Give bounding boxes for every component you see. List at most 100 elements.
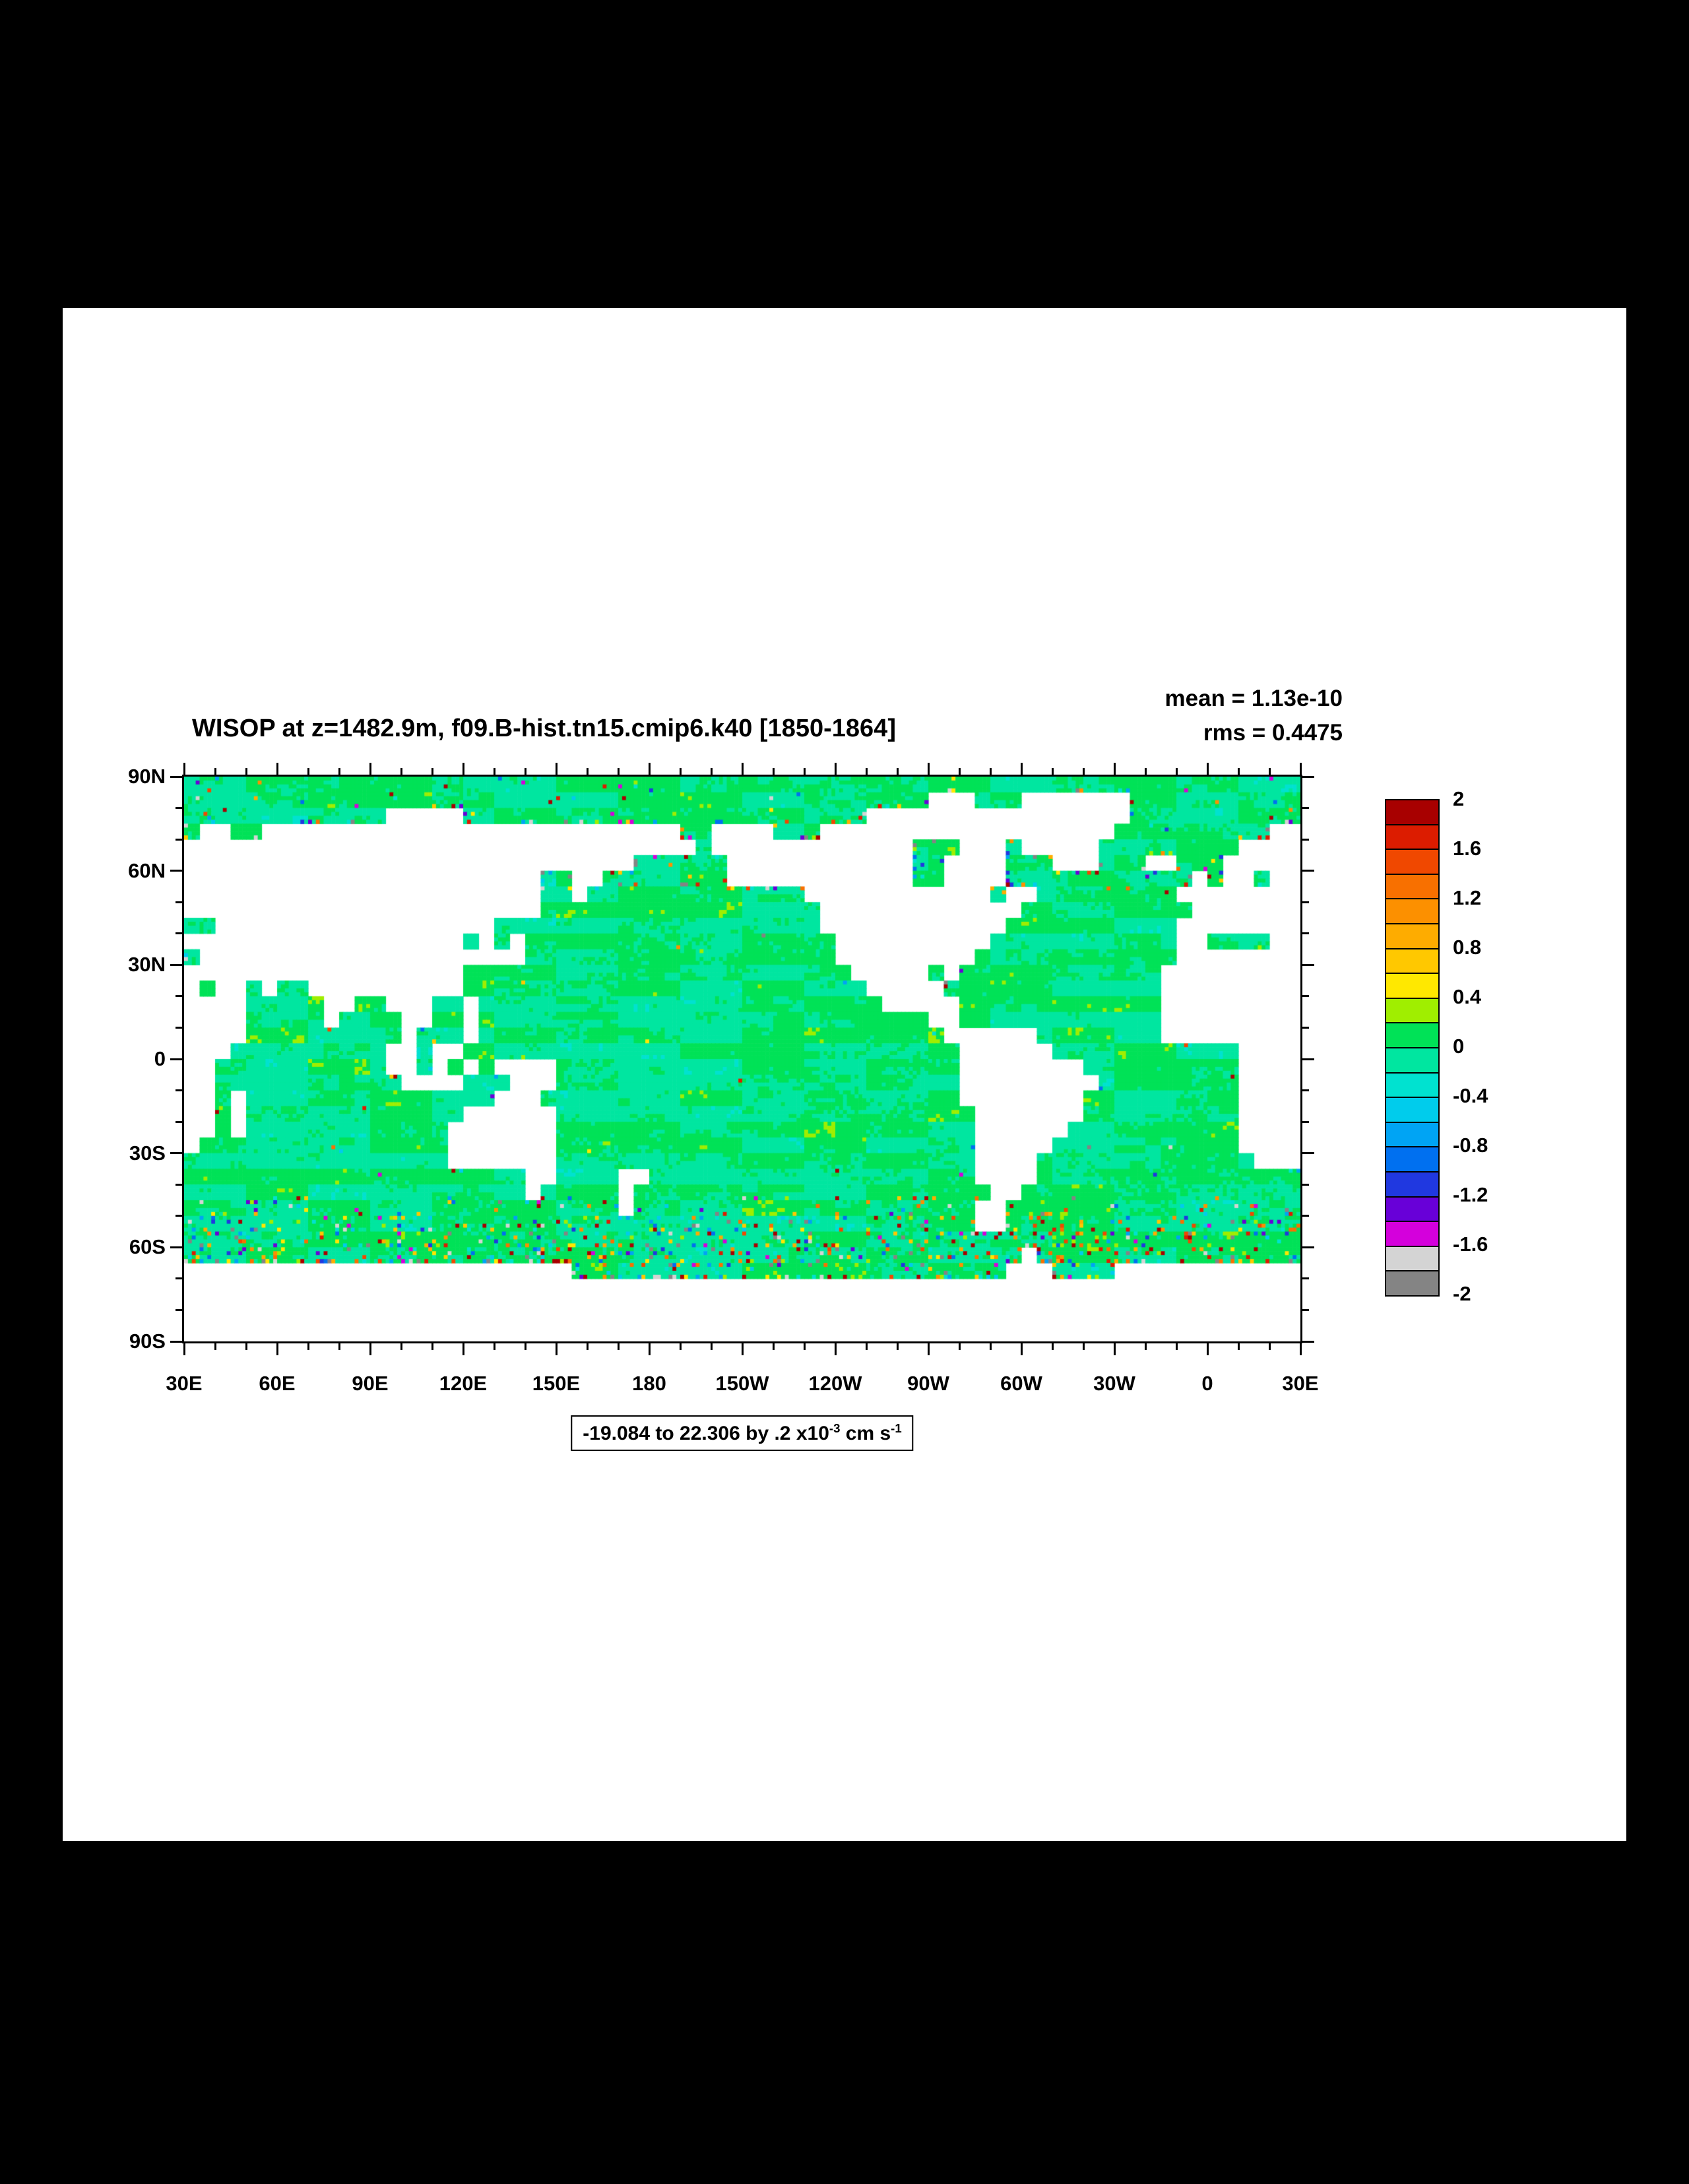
- y-major-tick: [1302, 1058, 1314, 1060]
- y-minor-tick: [1302, 1183, 1309, 1186]
- y-major-tick: [170, 870, 182, 872]
- x-minor-tick: [214, 768, 216, 775]
- stats-block: mean = 1.13e-10 rms = 0.4475: [1165, 682, 1343, 750]
- x-minor-tick: [1175, 1343, 1178, 1350]
- x-major-tick: [648, 763, 651, 775]
- map-canvas: [184, 777, 1300, 1341]
- y-major-tick: [170, 1152, 182, 1155]
- colorbar-segment: [1386, 974, 1438, 999]
- y-minor-tick: [175, 1183, 182, 1186]
- x-major-tick: [555, 763, 558, 775]
- plot-panel: mean = 1.13e-10 rms = 0.4475 WISOP at z=…: [63, 308, 1626, 1841]
- colorbar-tick-label: 0.8: [1453, 936, 1482, 959]
- x-minor-tick: [431, 1343, 433, 1350]
- x-major-tick: [1206, 1343, 1209, 1355]
- y-major-tick: [1302, 963, 1314, 966]
- x-major-tick: [1206, 763, 1209, 775]
- colorbar-tick-label: 2: [1453, 787, 1465, 810]
- x-major-tick: [648, 1343, 651, 1355]
- x-minor-tick: [493, 768, 495, 775]
- x-minor-tick: [1268, 768, 1271, 775]
- x-minor-tick: [1175, 768, 1178, 775]
- colorbar-tick-label: 1.6: [1453, 837, 1482, 860]
- x-major-tick: [276, 763, 278, 775]
- x-minor-tick: [245, 768, 247, 775]
- annotation-exponent: -3: [829, 1421, 841, 1435]
- x-minor-tick: [958, 768, 961, 775]
- y-minor-tick: [175, 901, 182, 903]
- x-minor-tick: [1082, 1343, 1085, 1350]
- x-minor-tick: [524, 1343, 526, 1350]
- colorbar-tick-label: 1.2: [1453, 886, 1482, 909]
- y-major-tick: [1302, 1340, 1314, 1343]
- x-major-tick: [1020, 1343, 1023, 1355]
- x-minor-tick: [586, 768, 589, 775]
- x-minor-tick: [865, 768, 868, 775]
- x-minor-tick: [338, 768, 340, 775]
- y-tick-label: 30N: [128, 953, 166, 977]
- x-tick-label: 120W: [808, 1372, 862, 1395]
- y-major-tick: [170, 1058, 182, 1060]
- x-minor-tick: [896, 1343, 899, 1350]
- x-major-tick: [369, 763, 371, 775]
- colorbar-tick-label: -1.2: [1453, 1183, 1488, 1206]
- x-major-tick: [834, 1343, 837, 1355]
- y-minor-tick: [1302, 1215, 1309, 1217]
- x-tick-label: 30W: [1093, 1372, 1135, 1395]
- map-frame: [170, 763, 1314, 1355]
- x-minor-tick: [338, 1343, 340, 1350]
- x-minor-tick: [1051, 768, 1054, 775]
- y-minor-tick: [175, 1026, 182, 1029]
- x-minor-tick: [1082, 768, 1085, 775]
- stat-rms: rms = 0.4475: [1203, 720, 1343, 746]
- x-major-tick: [1113, 763, 1116, 775]
- x-major-tick: [555, 1343, 558, 1355]
- y-minor-tick: [175, 807, 182, 810]
- colorbar-segment: [1386, 825, 1438, 851]
- x-minor-tick: [679, 1343, 682, 1350]
- x-minor-tick: [1144, 768, 1147, 775]
- y-minor-tick: [1302, 995, 1309, 998]
- y-axis: 90N 60N 30N 0 30S 60S 90S: [63, 765, 166, 1353]
- y-tick-label: 60N: [128, 858, 166, 882]
- x-major-tick: [927, 763, 930, 775]
- colorbar-segment: [1386, 1098, 1438, 1123]
- y-tick-label: 0: [154, 1047, 166, 1070]
- colorbar: [1385, 799, 1440, 1297]
- range-annotation-text: -19.084 to 22.306 by .2 x10: [583, 1423, 829, 1444]
- colorbar-segment: [1386, 1073, 1438, 1099]
- x-minor-tick: [865, 1343, 868, 1350]
- x-minor-tick: [524, 768, 526, 775]
- x-minor-tick: [400, 768, 402, 775]
- range-annotation-units: cm s: [840, 1423, 891, 1444]
- x-major-tick: [276, 1343, 278, 1355]
- x-major-tick: [1020, 763, 1023, 775]
- x-major-tick: [1299, 763, 1302, 775]
- x-minor-tick: [245, 1343, 247, 1350]
- y-minor-tick: [1302, 1308, 1309, 1311]
- colorbar-tick-label: -2: [1453, 1282, 1471, 1305]
- x-minor-tick: [617, 1343, 620, 1350]
- x-tick-label: 0: [1201, 1372, 1213, 1395]
- x-minor-tick: [679, 768, 682, 775]
- x-tick-label: 120E: [439, 1372, 488, 1395]
- x-major-tick: [183, 1343, 185, 1355]
- colorbar-segment: [1386, 998, 1438, 1024]
- x-minor-tick: [710, 1343, 713, 1350]
- y-minor-tick: [175, 1089, 182, 1092]
- y-major-tick: [1302, 1152, 1314, 1155]
- x-minor-tick: [1144, 1343, 1147, 1350]
- x-minor-tick: [307, 1343, 309, 1350]
- colorbar-segment: [1386, 1271, 1438, 1295]
- colorbar-segment: [1386, 924, 1438, 949]
- stat-mean: mean = 1.13e-10: [1164, 686, 1343, 711]
- x-minor-tick: [586, 1343, 589, 1350]
- x-minor-tick: [400, 1343, 402, 1350]
- x-minor-tick: [989, 1343, 992, 1350]
- x-tick-label: 30E: [166, 1372, 203, 1395]
- y-major-tick: [1302, 1246, 1314, 1248]
- colorbar-tick-label: -0.4: [1453, 1084, 1488, 1107]
- x-minor-tick: [772, 768, 775, 775]
- colorbar-segment: [1386, 1197, 1438, 1223]
